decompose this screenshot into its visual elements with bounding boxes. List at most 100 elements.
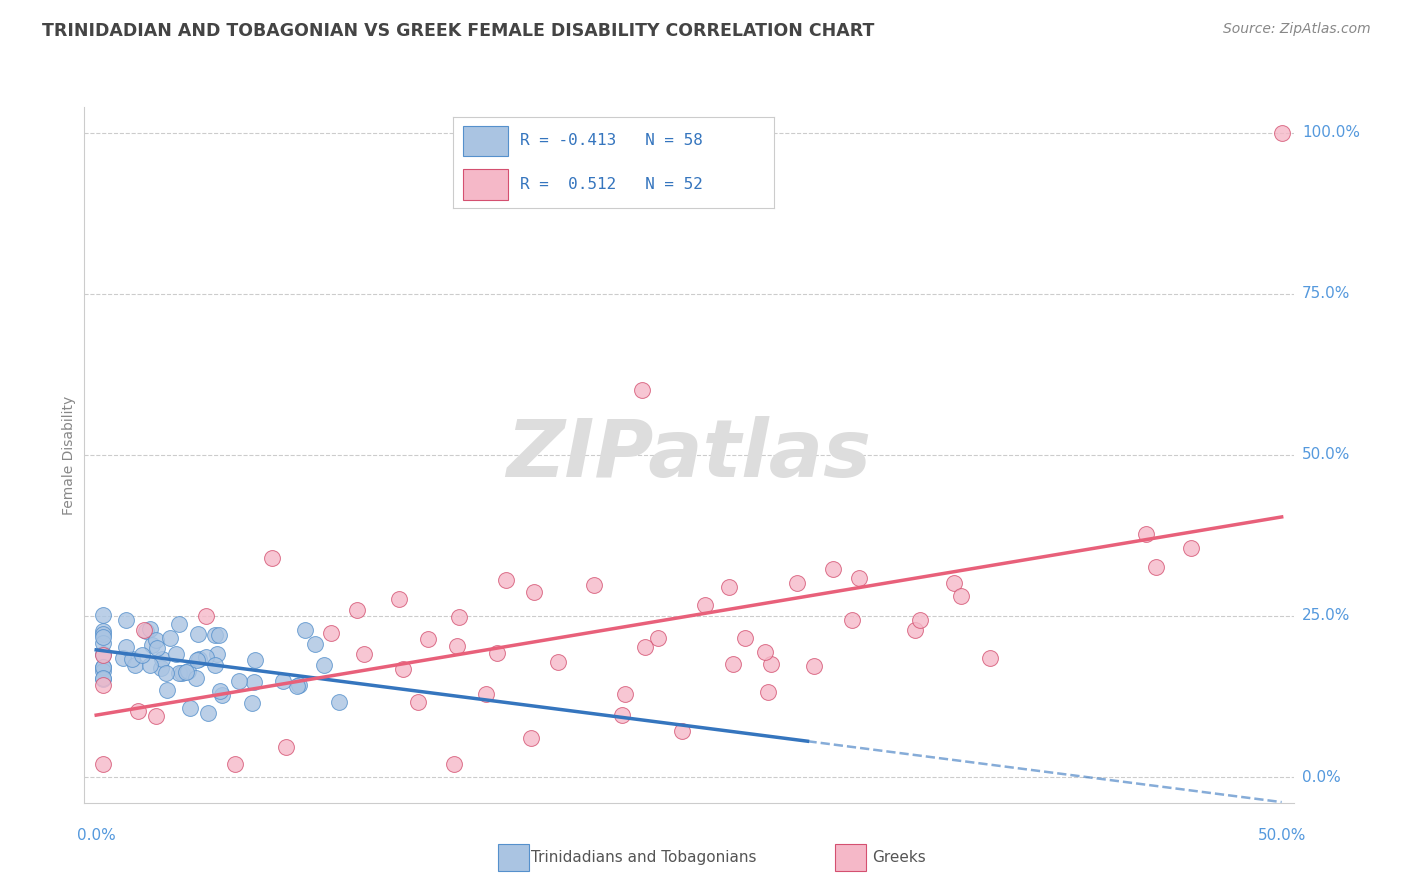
Point	[240, 696, 263, 710]
Text: 75.0%: 75.0%	[1302, 286, 1350, 301]
Point	[145, 633, 167, 648]
Point	[520, 731, 543, 745]
Point	[1271, 126, 1294, 140]
Point	[294, 623, 316, 637]
Point	[841, 613, 863, 627]
Point	[134, 623, 156, 637]
Point	[312, 657, 335, 672]
Text: 50.0%: 50.0%	[1302, 448, 1350, 462]
Point	[328, 695, 350, 709]
Text: TRINIDADIAN AND TOBAGONIAN VS GREEK FEMALE DISABILITY CORRELATION CHART: TRINIDADIAN AND TOBAGONIAN VS GREEK FEMA…	[42, 22, 875, 40]
Point	[204, 658, 226, 673]
Point	[204, 627, 226, 641]
Point	[1146, 560, 1168, 574]
Point	[170, 666, 193, 681]
Point	[179, 700, 201, 714]
Point	[759, 657, 782, 671]
Text: ZIPatlas: ZIPatlas	[506, 416, 872, 494]
Text: Trinidadians and Tobagonians: Trinidadians and Tobagonians	[531, 850, 756, 864]
Point	[91, 671, 114, 685]
Point	[245, 653, 267, 667]
Point	[486, 646, 509, 660]
Text: Source: ZipAtlas.com: Source: ZipAtlas.com	[1223, 22, 1371, 37]
Point	[91, 664, 114, 678]
Point	[91, 627, 114, 641]
Point	[474, 687, 496, 701]
Text: 25.0%: 25.0%	[1302, 608, 1350, 624]
Point	[695, 598, 717, 612]
Point	[91, 648, 114, 663]
Point	[187, 652, 209, 666]
Point	[821, 562, 844, 576]
Text: 50.0%: 50.0%	[1257, 828, 1306, 843]
Point	[91, 660, 114, 674]
Point	[184, 671, 207, 685]
Point	[127, 704, 149, 718]
Text: 0.0%: 0.0%	[77, 828, 115, 843]
Point	[228, 674, 250, 689]
Point	[138, 623, 160, 637]
Point	[443, 757, 465, 772]
Point	[141, 638, 163, 652]
Point	[159, 631, 181, 645]
Point	[91, 757, 114, 772]
Point	[208, 628, 231, 642]
Point	[187, 626, 209, 640]
Point	[288, 677, 311, 691]
Point	[91, 630, 114, 644]
Point	[150, 652, 173, 666]
Point	[943, 575, 966, 590]
Point	[186, 653, 208, 667]
Point	[169, 617, 191, 632]
Point	[211, 689, 233, 703]
Point	[353, 648, 375, 662]
Point	[156, 683, 179, 698]
Point	[274, 739, 297, 754]
Point	[165, 647, 187, 661]
Point	[114, 640, 136, 655]
Point	[583, 577, 606, 591]
Point	[392, 662, 415, 676]
Point	[613, 687, 636, 701]
Point	[91, 647, 114, 661]
Point	[195, 649, 218, 664]
Point	[131, 648, 153, 662]
Point	[721, 657, 744, 672]
Point	[285, 679, 308, 693]
Point	[406, 695, 429, 709]
Point	[176, 665, 198, 680]
Text: 100.0%: 100.0%	[1302, 125, 1360, 140]
Point	[449, 610, 471, 624]
Point	[121, 652, 143, 666]
Point	[260, 551, 283, 566]
Point	[197, 706, 219, 721]
Point	[207, 647, 229, 661]
Point	[167, 666, 190, 681]
Point	[547, 655, 569, 669]
Point	[146, 640, 169, 655]
Point	[848, 572, 870, 586]
Point	[91, 624, 114, 638]
Point	[612, 707, 634, 722]
Point	[115, 614, 138, 628]
Point	[91, 677, 114, 691]
Point	[304, 637, 326, 651]
Point	[155, 666, 177, 681]
Point	[522, 585, 544, 599]
Point	[208, 683, 231, 698]
Point	[388, 591, 411, 606]
Point	[124, 657, 146, 672]
Point	[139, 657, 162, 672]
Point	[949, 590, 972, 604]
Point	[904, 623, 927, 637]
Point	[718, 580, 741, 594]
Text: 0.0%: 0.0%	[1302, 770, 1340, 785]
Point	[416, 632, 439, 646]
Point	[224, 757, 246, 772]
Point	[495, 573, 517, 587]
Point	[647, 632, 669, 646]
Point	[1180, 541, 1202, 555]
Point	[271, 674, 294, 689]
Point	[91, 672, 114, 686]
Point	[754, 645, 776, 659]
